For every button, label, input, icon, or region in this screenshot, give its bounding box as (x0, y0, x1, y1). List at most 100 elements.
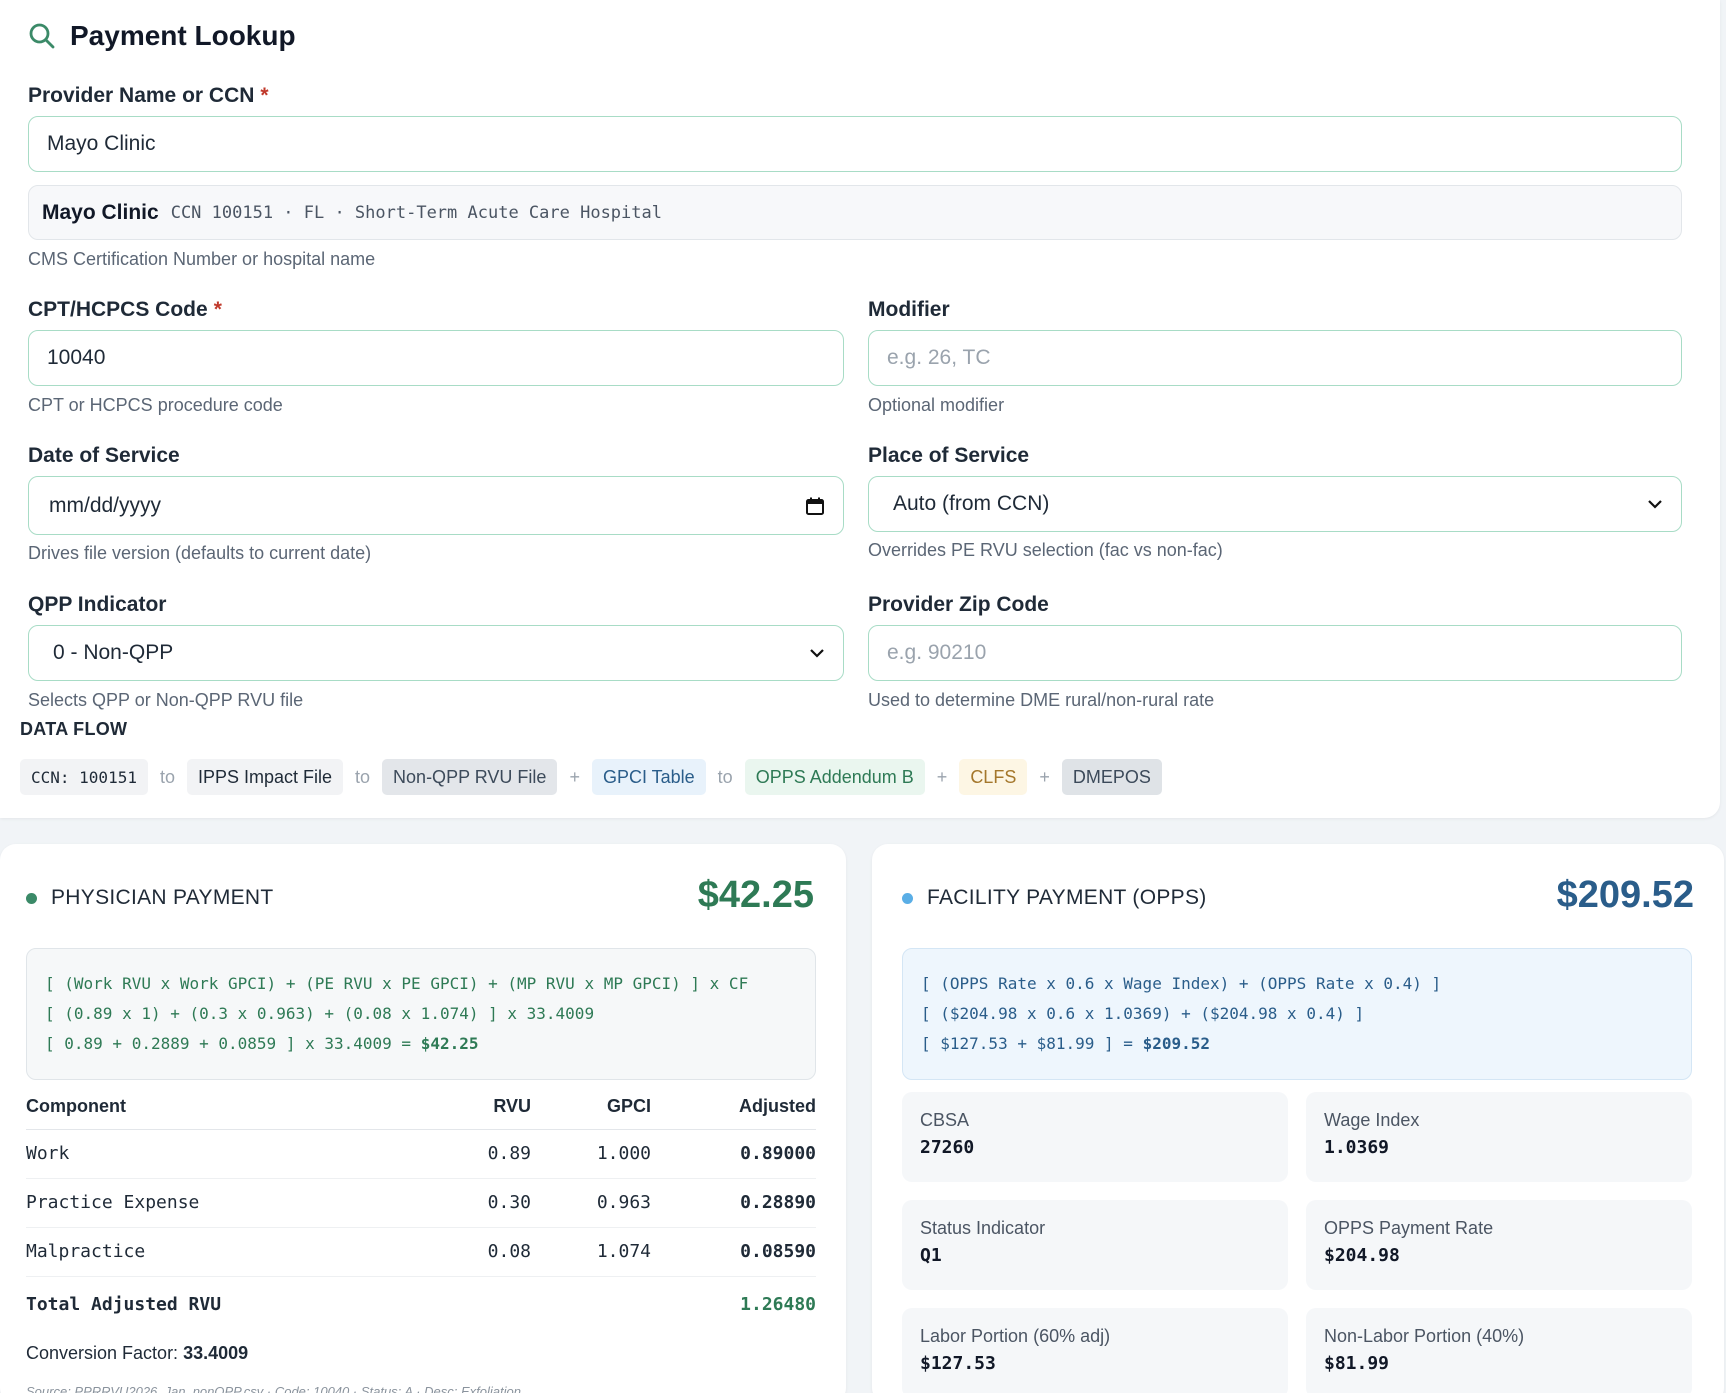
provider-label-text: Provider Name or CCN (28, 84, 255, 107)
search-icon (28, 22, 56, 50)
suggestion-meta: CCN 100151 · FL · Short-Term Acute Care … (170, 202, 662, 223)
stat-label: OPPS Payment Rate (1324, 1218, 1494, 1238)
physician-title: PHYSICIAN PAYMENT (51, 886, 274, 909)
flow-chip-rvu: Non-QPP RVU File (382, 759, 558, 795)
formula-line-text: [ 0.89 + 0.2889 + 0.0859 ] x 33.4009 = (45, 1034, 421, 1053)
table-row: Practice Expense 0.30 0.963 0.28890 (26, 1178, 816, 1228)
formula-line: [ (0.89 x 1) + (0.3 x 0.963) + (0.08 x 1… (45, 1004, 595, 1023)
formula-result: $42.25 (420, 1034, 479, 1053)
provider-suggestion[interactable]: Mayo Clinic CCN 100151 · FL · Short-Term… (28, 185, 1682, 240)
cpt-input[interactable]: 10040 (28, 330, 844, 386)
place-of-service-select[interactable]: Auto (from CCN) (868, 476, 1682, 532)
modifier-label: Modifier (868, 298, 950, 321)
page-header: Payment Lookup (28, 20, 296, 52)
physician-formula: [ (Work RVU x Work GPCI) + (PE RVU x PE … (26, 948, 816, 1080)
zip-label: Provider Zip Code (868, 593, 1049, 616)
flow-separator: + (936, 766, 948, 787)
empty-cell (421, 1276, 531, 1332)
rvu-value: 0.08 (421, 1227, 531, 1277)
flow-separator: + (569, 766, 580, 787)
status-dot (26, 892, 37, 904)
stat-label: Non-Labor Portion (40%) (1324, 1326, 1525, 1346)
chevron-down-icon (809, 648, 825, 658)
adjusted-value: 0.08590 (651, 1227, 816, 1277)
flow-separator: to (355, 766, 371, 787)
column-header: Adjusted (651, 1085, 816, 1130)
flow-separator: to (717, 766, 733, 787)
physician-amount: $42.25 (697, 874, 814, 916)
stat-label: CBSA (920, 1110, 970, 1130)
stat-value: 27260 (920, 1137, 975, 1158)
formula-line: [ ($204.98 x 0.6 x 1.0369) + ($204.98 x … (921, 1004, 1365, 1023)
date-of-service-input[interactable]: mm/dd/yyyy (28, 476, 844, 535)
stat-label: Labor Portion (60% adj) (920, 1326, 1111, 1346)
flow-separator: to (159, 766, 175, 787)
cpt-input-value: 10040 (47, 346, 106, 369)
cf-label: Conversion Factor: (26, 1343, 179, 1363)
formula-line-text: [ $127.53 + $81.99 ] = (921, 1034, 1143, 1053)
calendar-icon[interactable] (805, 496, 825, 516)
stat-card-non-labor-portion: Non-Labor Portion (40%) $81.99 (1306, 1308, 1692, 1393)
total-label: Total Adjusted RVU (26, 1293, 222, 1315)
adjusted-value: 0.89000 (651, 1129, 816, 1179)
qpp-label: QPP Indicator (28, 593, 167, 616)
qpp-help: Selects QPP or Non-QPP RVU file (28, 690, 304, 710)
zip-placeholder: e.g. 90210 (887, 641, 987, 664)
gpci-value: 1.000 (531, 1129, 651, 1179)
modifier-placeholder: e.g. 26, TC (887, 346, 991, 369)
rvu-value: 0.30 (421, 1178, 531, 1228)
stat-value: $127.53 (920, 1353, 996, 1374)
rvu-value: 0.89 (421, 1129, 531, 1179)
stat-label: Status Indicator (920, 1218, 1046, 1238)
provider-label: Provider Name or CCN * (28, 84, 269, 108)
facility-title: FACILITY PAYMENT (OPPS) (927, 886, 1207, 909)
formula-line: [ (Work RVU x Work GPCI) + (PE RVU x PE … (45, 974, 749, 993)
zip-input[interactable]: e.g. 90210 (868, 625, 1682, 681)
flow-chip-opps: OPPS Addendum B (744, 759, 925, 795)
conversion-factor: Conversion Factor: 33.4009 (26, 1343, 248, 1364)
physician-header: PHYSICIAN PAYMENT (26, 886, 274, 910)
page-title: Payment Lookup (70, 20, 296, 51)
source-note: Source: PPRRVU2026_Jan_nonQPP.csv · Code… (26, 1384, 521, 1393)
lookup-form-card: Payment Lookup Provider Name or CCN * May… (0, 0, 1720, 818)
facility-header: FACILITY PAYMENT (OPPS) (902, 886, 1207, 910)
table-header-row: Component RVU GPCI Adjusted (26, 1085, 816, 1130)
stat-card-wage-index: Wage Index 1.0369 (1306, 1092, 1692, 1182)
date-value: mm/dd/yyyy (49, 493, 162, 517)
flow-separator: + (1039, 766, 1050, 787)
component-name: Work (26, 1129, 421, 1179)
data-flow-title: DATA FLOW (20, 719, 128, 739)
stat-value: Q1 (920, 1245, 942, 1266)
cpt-label-text: CPT/HCPCS Code (28, 298, 208, 321)
modifier-help: Optional modifier (868, 395, 1005, 415)
column-header: RVU (421, 1085, 531, 1130)
stat-value: 1.0369 (1324, 1137, 1390, 1158)
stat-card-labor-portion: Labor Portion (60% adj) $127.53 (902, 1308, 1288, 1393)
total-value: 1.26480 (740, 1293, 816, 1315)
data-flow: CCN: 100151 to IPPS Impact File to Non-Q… (20, 759, 1162, 795)
stat-card-status-indicator: Status Indicator Q1 (902, 1200, 1288, 1290)
column-header: GPCI (531, 1085, 651, 1130)
date-of-service-help: Drives file version (defaults to current… (28, 543, 372, 563)
stat-value: $204.98 (1324, 1245, 1400, 1266)
stat-value: $81.99 (1324, 1353, 1390, 1374)
component-name: Malpractice (26, 1227, 421, 1277)
cf-value: 33.4009 (183, 1343, 249, 1363)
provider-input[interactable]: Mayo Clinic (28, 116, 1682, 172)
rvu-component-table: Component RVU GPCI Adjusted Work 0.89 1.… (26, 1085, 816, 1332)
required-mark: * (260, 84, 269, 107)
facility-formula: [ (OPPS Rate x 0.6 x Wage Index) + (OPPS… (902, 948, 1692, 1080)
status-dot (902, 892, 913, 904)
flow-chip-dmepos: DMEPOS (1061, 759, 1162, 795)
modifier-input[interactable]: e.g. 26, TC (868, 330, 1682, 386)
suggestion-name: Mayo Clinic (42, 200, 159, 224)
empty-cell (531, 1276, 651, 1332)
qpp-select[interactable]: 0 - Non-QPP (28, 625, 844, 681)
qpp-value: 0 - Non-QPP (53, 641, 174, 664)
component-name: Practice Expense (26, 1178, 421, 1228)
gpci-value: 1.074 (531, 1227, 651, 1277)
table-row: Malpractice 0.08 1.074 0.08590 (26, 1227, 816, 1277)
formula-line: [ 0.89 + 0.2889 + 0.0859 ] x 33.4009 = $… (45, 1029, 797, 1059)
cpt-label: CPT/HCPCS Code * (28, 298, 222, 322)
adjusted-value: 0.28890 (651, 1178, 816, 1228)
